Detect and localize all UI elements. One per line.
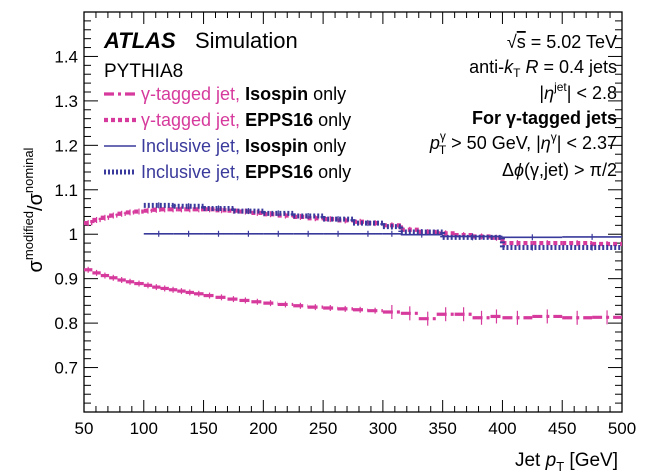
x-tick-label: 150: [189, 419, 217, 438]
series-4: [143, 202, 622, 251]
legend-entry: Inclusive jet, Isospin only: [141, 136, 346, 156]
svg-text:σmodified/σnominal: σmodified/σnominal: [21, 147, 47, 272]
x-tick-label: 450: [548, 419, 576, 438]
series-2: [84, 206, 622, 247]
y-tick-label: 1.2: [54, 136, 78, 155]
legend: γ-tagged jet, Isospin only γ-tagged jet, …: [104, 84, 351, 182]
x-tick-label: 500: [608, 419, 636, 438]
legend-entry: Inclusive jet, EPPS16 only: [141, 162, 351, 182]
y-tick-label: 0.8: [54, 314, 78, 333]
y-tick-label: 1.3: [54, 92, 78, 111]
x-tick-label: 200: [249, 419, 277, 438]
y-axis-label: σmodified/σnominal: [21, 147, 47, 272]
y-tick-label: 1: [69, 225, 78, 244]
plot-frame: [83, 11, 623, 413]
eta-jet-cut-label: |ηjet| < 2.8: [539, 80, 617, 103]
x-axis-label: Jet pT [GeV]: [515, 450, 618, 474]
y-tick-label: 1.1: [54, 181, 78, 200]
delta-phi-cut-label: Δϕ(γ,jet) > π/2: [502, 160, 617, 180]
simulation-label: Simulation: [195, 28, 298, 53]
x-tick-label: 400: [488, 419, 516, 438]
photon-pt-cut-label: pγ T > 50 GeV, |ηγ| < 2.37: [429, 129, 617, 157]
x-tick-label: 350: [428, 419, 456, 438]
experiment-label: ATLAS: [103, 28, 176, 53]
x-tick-label: 250: [309, 419, 337, 438]
series-1: [84, 266, 622, 326]
jet-algorithm-label: anti-kT R = 0.4 jets: [469, 57, 617, 80]
generator-label: PYTHIA8: [104, 61, 183, 82]
x-tick-label: 50: [75, 419, 94, 438]
x-tick-label: 300: [369, 419, 397, 438]
legend-entry: γ-tagged jet, Isospin only: [141, 84, 346, 104]
energy-label: √s = 5.02 TeV: [507, 32, 617, 52]
y-tick-label: 0.9: [54, 270, 78, 289]
x-tick-label: 100: [130, 419, 158, 438]
y-tick-label: 0.7: [54, 359, 78, 378]
y-tick-label: 1.4: [54, 47, 78, 66]
gamma-tagged-heading: For γ-tagged jets: [472, 108, 617, 128]
info-panel: √s = 5.02 TeV anti-kT R = 0.4 jets |ηjet…: [429, 32, 617, 180]
series-3: [143, 230, 622, 241]
legend-entry: γ-tagged jet, EPPS16 only: [141, 110, 351, 130]
